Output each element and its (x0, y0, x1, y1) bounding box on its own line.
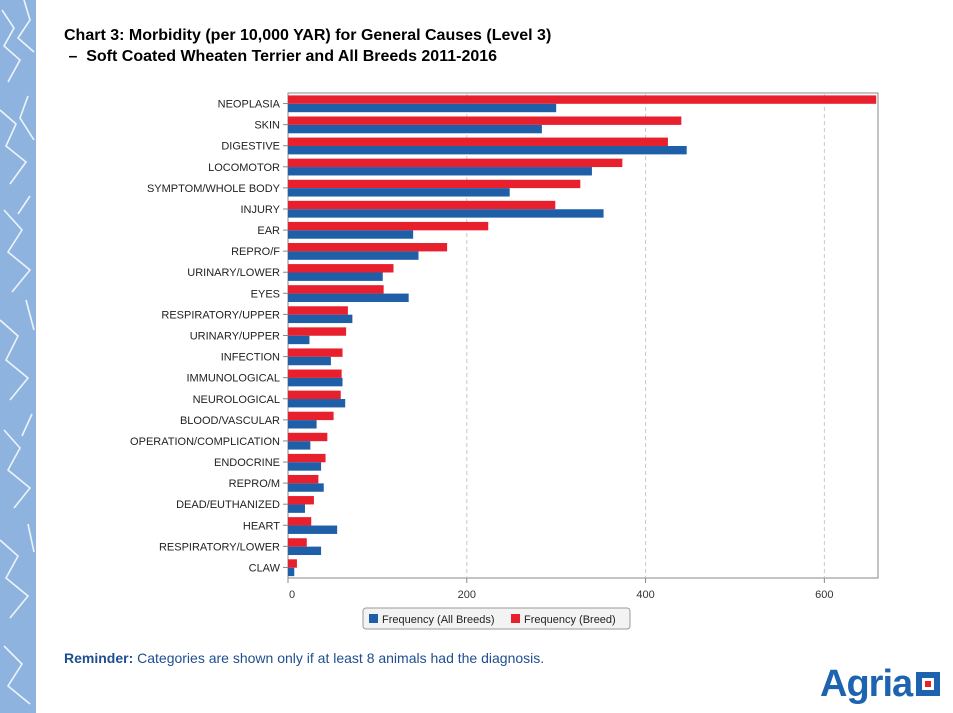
bar-breed (288, 453, 326, 463)
bar-all-breeds (288, 377, 343, 387)
chart-title: Chart 3: Morbidity (per 10,000 YAR) for … (64, 25, 551, 67)
bar-breed (288, 243, 448, 252)
legend-box (362, 607, 631, 630)
category-label: EAR (257, 225, 280, 237)
category-label: DEAD/EUTHANIZED (176, 499, 280, 511)
logo-wordmark: Agria (820, 662, 913, 705)
bar-all-breeds (288, 483, 324, 492)
agria-logo: Agria (820, 662, 941, 706)
reminder-text: Categories are shown only if at least 8 … (133, 650, 545, 666)
category-label: RESPIRATORY/UPPER (161, 309, 280, 321)
bar-all-breeds (288, 504, 305, 513)
bar-breed (288, 327, 347, 336)
bar-breed (288, 411, 334, 421)
bar-breed (288, 306, 348, 315)
bar-breed (288, 559, 297, 568)
bar-breed (288, 158, 623, 168)
category-label: SKIN (254, 120, 280, 132)
category-label: EYES (251, 288, 280, 300)
bar-all-breeds (288, 209, 604, 218)
bar-breed (288, 348, 343, 357)
x-tick-label: 400 (636, 589, 654, 601)
category-label: URINARY/UPPER (190, 331, 280, 343)
chart-title-line-2: – Soft Coated Wheaten Terrier and All Br… (64, 48, 498, 65)
bar-all-breeds (288, 167, 592, 176)
bar-breed (288, 496, 314, 505)
bar-all-breeds (288, 399, 346, 408)
bar-all-breeds (288, 314, 353, 324)
category-label: INFECTION (221, 352, 280, 364)
category-label: URINARY/LOWER (187, 267, 280, 279)
bar-breed (288, 369, 342, 378)
category-label: REPRO/F (231, 246, 280, 258)
category-label: NEOPLASIA (218, 99, 281, 111)
bar-breed (288, 221, 489, 231)
category-label: CLAW (249, 562, 281, 574)
category-label: INJURY (240, 204, 280, 216)
bar-breed (288, 179, 581, 189)
bar-all-breeds (288, 230, 414, 239)
category-label: LOCOMOTOR (208, 162, 280, 174)
bar-all-breeds (288, 124, 542, 134)
bar-breed (288, 538, 307, 547)
bar-breed (288, 137, 668, 146)
x-tick-label: 0 (289, 589, 295, 601)
bar-all-breeds (288, 525, 338, 534)
bar-breed (288, 116, 682, 125)
bar-breed (288, 474, 319, 484)
bar-all-breeds (288, 272, 383, 281)
bar-all-breeds (288, 546, 322, 556)
category-label: ENDOCRINE (214, 457, 280, 469)
bar-all-breeds (288, 145, 687, 155)
chart-title-line-1: Chart 3: Morbidity (per 10,000 YAR) for … (64, 27, 552, 44)
category-label: SYMPTOM/WHOLE BODY (147, 183, 281, 195)
legend-label-all-breeds: Frequency (All Breeds) (382, 614, 495, 626)
bar-all-breeds (288, 356, 331, 366)
category-label: NEUROLOGICAL (193, 394, 280, 406)
bar-breed (288, 390, 341, 400)
category-label: REPRO/M (229, 478, 280, 490)
bar-all-breeds (288, 188, 510, 197)
category-label: RESPIRATORY/LOWER (159, 541, 280, 553)
x-tick-label: 600 (815, 589, 833, 601)
bar-all-breeds (288, 420, 317, 429)
bar-all-breeds (288, 251, 419, 260)
bar-breed (288, 200, 556, 210)
bar-breed (288, 95, 877, 104)
logo-square-icon (916, 672, 941, 696)
bar-breed (288, 432, 328, 442)
bar-all-breeds (288, 335, 310, 345)
legend-label-breed: Frequency (Breed) (524, 614, 616, 626)
category-label: OPERATION/COMPLICATION (130, 436, 280, 448)
bar-all-breeds (288, 293, 409, 302)
bar-all-breeds (288, 103, 557, 113)
category-label: BLOOD/VASCULAR (180, 415, 280, 427)
category-label: DIGESTIVE (221, 141, 280, 153)
reminder-label: Reminder: (64, 650, 134, 666)
decorative-side-strip (0, 0, 36, 713)
bar-breed (288, 285, 384, 294)
reminder-note: Reminder: Categories are shown only if a… (64, 650, 544, 666)
x-tick-label: 200 (458, 589, 476, 601)
legend-swatch-breed (511, 614, 520, 623)
bar-all-breeds (288, 441, 311, 450)
category-label: IMMUNOLOGICAL (186, 373, 280, 385)
legend-swatch-all-breeds (369, 614, 378, 623)
bar-breed (288, 517, 312, 526)
paw-pattern-icon (0, 0, 35, 705)
category-label: HEART (243, 520, 280, 532)
bar-all-breeds (288, 567, 295, 577)
bar-all-breeds (288, 462, 322, 471)
bar-breed (288, 264, 394, 273)
